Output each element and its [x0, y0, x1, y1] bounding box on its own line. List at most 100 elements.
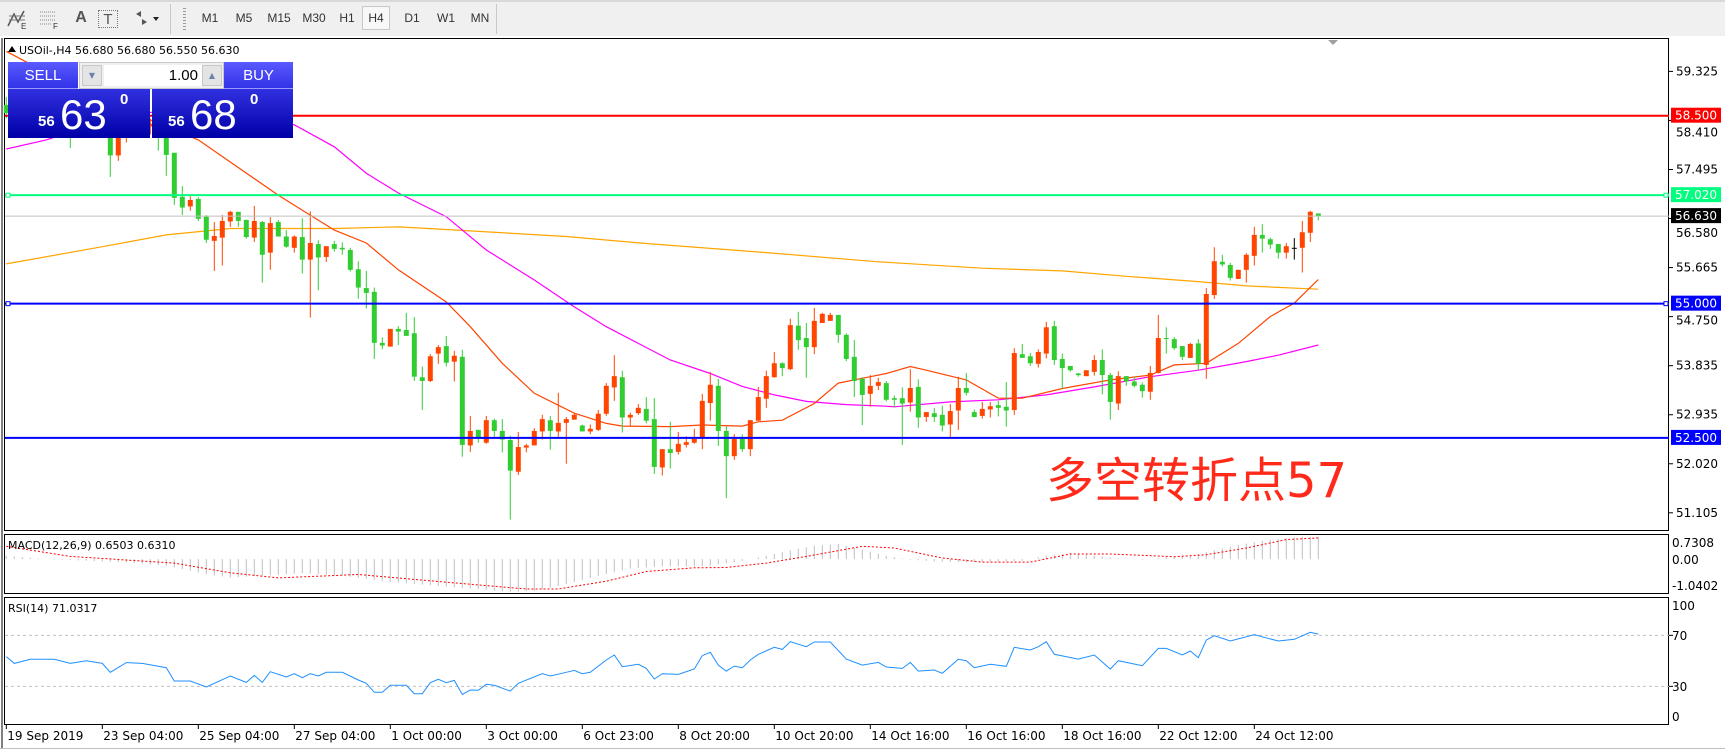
price-tick-label: 52.020: [1676, 457, 1718, 471]
timeframe-h4-button[interactable]: H4: [362, 6, 390, 30]
candle-body: [939, 414, 945, 426]
candle-body: [227, 211, 233, 222]
sell-price-button[interactable]: 56 63 0: [8, 89, 150, 138]
level-label: 55.000: [1675, 297, 1717, 311]
candle: [795, 311, 801, 350]
rsi-pane[interactable]: [4, 597, 1669, 725]
candle: [979, 401, 985, 419]
quantity-input[interactable]: 1.00: [104, 65, 202, 86]
candle: [371, 287, 377, 359]
candle-body: [1059, 358, 1065, 369]
level-handle[interactable]: [5, 301, 11, 307]
candle-body: [195, 198, 201, 219]
candle-body: [291, 236, 297, 248]
candle: [1035, 349, 1041, 368]
candle-body: [667, 449, 673, 453]
candle: [891, 395, 897, 408]
candle: [1179, 346, 1185, 361]
candle: [1195, 339, 1201, 371]
candle: [1147, 365, 1153, 400]
candle: [635, 404, 641, 415]
candle-body: [963, 387, 969, 393]
candle-body: [1299, 232, 1305, 248]
candle: [803, 322, 809, 378]
candle-body: [1107, 375, 1113, 402]
timeframe-m1-button[interactable]: M1: [201, 11, 219, 25]
candle-body: [1115, 376, 1121, 404]
candle: [771, 351, 777, 378]
sell-button[interactable]: SELL: [8, 62, 78, 89]
candle-body: [899, 398, 905, 404]
timeframe-m15-button[interactable]: M15: [267, 11, 291, 25]
timeframe-w1-button[interactable]: W1: [437, 11, 455, 25]
candle-body: [1075, 373, 1081, 376]
decrease-quantity-button[interactable]: ▼: [82, 65, 102, 86]
chart-header-text: USOil-,H4 56.680 56.680 56.550 56.630: [19, 44, 239, 57]
text-box-button[interactable]: T: [98, 10, 118, 28]
level-label: 52.500: [1675, 431, 1717, 445]
toolbar-grip[interactable]: [183, 8, 186, 32]
level-handle[interactable]: [1663, 301, 1669, 307]
candle: [579, 424, 585, 432]
candle-body: [739, 438, 745, 450]
candle: [259, 220, 265, 283]
candle: [595, 409, 601, 431]
rsi-axis-100: 100: [1672, 599, 1695, 613]
candle-body: [395, 328, 401, 332]
candle: [1139, 382, 1145, 398]
macd-axis-zero: 0.00: [1672, 553, 1699, 567]
candle: [1275, 244, 1281, 259]
time-label: 6 Oct 23:00: [583, 729, 654, 743]
candle-body: [1019, 354, 1025, 358]
text-label-button[interactable]: A: [75, 9, 87, 26]
candle-body: [803, 338, 809, 348]
macd-indicator: [5, 536, 1319, 592]
candle: [299, 218, 305, 274]
candle: [851, 340, 857, 398]
timeframe-d1-button[interactable]: D1: [404, 11, 420, 25]
buy-button[interactable]: BUY: [224, 62, 293, 89]
candle-body: [763, 376, 769, 399]
rsi-label: RSI(14) 71.0317: [8, 602, 97, 615]
candle-body: [947, 411, 953, 425]
candle: [1299, 220, 1305, 273]
increase-quantity-button[interactable]: ▲: [202, 65, 222, 86]
quantity-stepper[interactable]: ▼ 1.00 ▲: [79, 62, 224, 89]
buy-price-button[interactable]: 56 68 0: [152, 89, 293, 138]
time-label: 19 Sep 2019: [7, 729, 83, 743]
candle-body: [1043, 327, 1049, 354]
candle-body: [419, 377, 425, 381]
chart-shift-marker-icon[interactable]: [1328, 40, 1338, 45]
elliott-wave-icon[interactable]: E: [6, 8, 28, 31]
level-handle[interactable]: [1663, 192, 1669, 198]
timeframe-mn-button[interactable]: MN: [470, 11, 490, 25]
candle-body: [499, 430, 505, 440]
time-label: 8 Oct 20:00: [679, 729, 750, 743]
macd-pane[interactable]: [4, 534, 1669, 594]
candle-body: [555, 422, 561, 432]
candle: [243, 219, 249, 239]
candle-body: [859, 378, 865, 395]
timeframe-h1-button[interactable]: H1: [339, 11, 355, 25]
candle-body: [1187, 343, 1193, 358]
timeframe-m5-button[interactable]: M5: [235, 11, 253, 25]
chart-annotation-text[interactable]: 多空转折点57: [1046, 453, 1348, 509]
candle: [1019, 343, 1025, 358]
macd-axis-min: -1.0402: [1672, 579, 1718, 593]
buy-price-pips: 68: [190, 91, 237, 138]
level-handle[interactable]: [5, 192, 11, 198]
candle: [555, 392, 561, 437]
macd-signal-line: [6, 537, 1319, 590]
candle: [651, 398, 657, 474]
candle: [363, 270, 369, 309]
level-label-box: [1671, 295, 1721, 311]
candle-body: [547, 420, 553, 431]
candle: [443, 335, 449, 367]
candle: [1075, 372, 1081, 377]
sell-price-pips: 63: [60, 91, 107, 138]
arrows-dropdown-icon[interactable]: [132, 8, 162, 30]
fibonacci-grid-icon[interactable]: F: [38, 8, 60, 31]
timeframe-m30-button[interactable]: M30: [302, 11, 326, 25]
candle: [867, 375, 873, 407]
